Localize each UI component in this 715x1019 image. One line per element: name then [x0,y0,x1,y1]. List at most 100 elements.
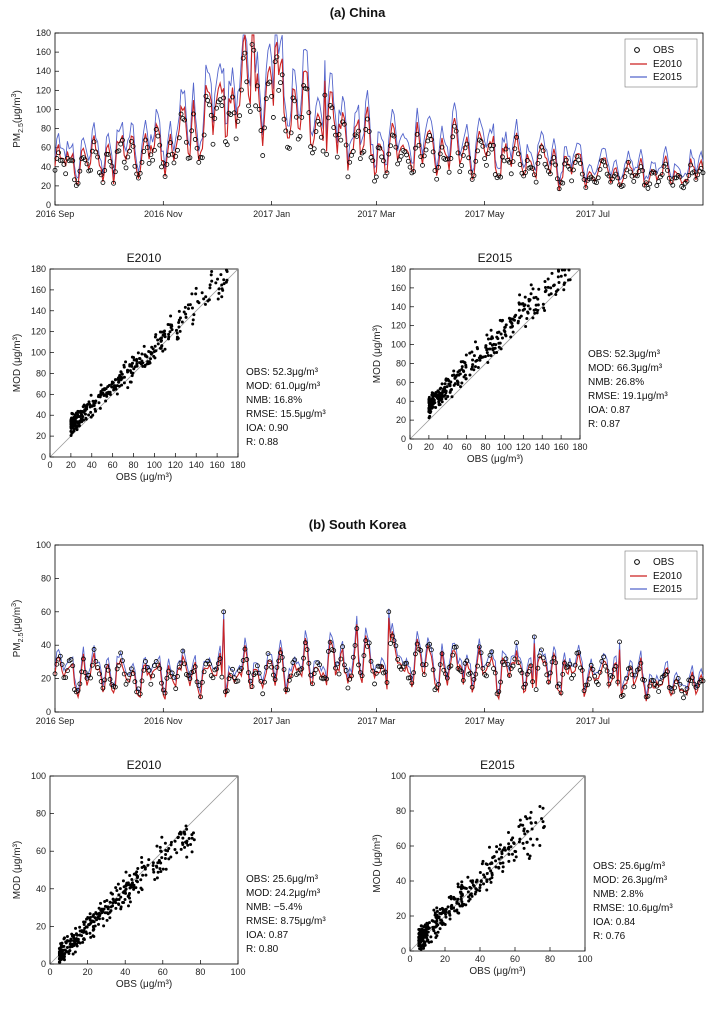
scatter-point [194,292,198,296]
scatter-point [155,844,159,848]
scatter-point [160,344,164,348]
obs-point [468,670,473,676]
scatter-point [68,945,72,949]
scatter-point [58,950,62,954]
obs-point [70,663,76,669]
obs-point [105,152,111,157]
scatter-point [117,380,121,384]
obs-point [341,662,347,668]
obs-point [645,693,651,699]
scatter-point [180,320,184,324]
scatter-point [191,831,195,835]
scatter-point [87,400,91,404]
obs-point [626,159,631,165]
obs-point [677,174,683,180]
obs-point [652,170,658,176]
scatter-point [499,347,503,351]
obs-point [597,669,603,675]
y-tick-label: 80 [36,809,46,819]
x-tick-label: 140 [535,442,550,452]
obs-point [443,671,448,677]
obs-point [100,180,106,185]
obs-point [313,129,319,134]
obs-point [93,149,99,155]
scatter-point [453,376,457,380]
scatter-point [509,335,513,339]
scatter-point [140,866,144,870]
scatter-point [83,920,87,924]
scatter-point [475,358,479,362]
scatter-point [121,900,125,904]
obs-point [475,663,480,669]
obs-point [120,137,125,143]
obs-point [345,174,351,180]
scatter-point [445,385,449,389]
scatter-title: E2015 [478,251,513,265]
obs-point [539,144,544,150]
scatter-point [72,427,76,431]
obs-point [475,148,480,154]
scatter-point [509,845,513,849]
obs-point [137,691,143,697]
obs-point [377,664,383,670]
obs-point [112,169,118,175]
obs-point [491,666,496,672]
obs-point [150,673,156,679]
scatter-point [70,431,74,435]
scatter-point [462,902,466,906]
scatter-point [97,922,101,926]
scatter-point [57,960,61,964]
scatter-point [167,857,171,861]
scatter-point [158,330,162,334]
obs-point [409,680,415,686]
scatter-point [130,374,134,378]
legend-e2010-label: E2010 [653,571,682,582]
scatter-point [175,331,179,335]
scatter-point [541,302,545,306]
scatter-point [460,880,464,884]
scatter-point [140,860,144,864]
scatter-point [163,329,167,333]
stat-nmb: NMB: 2.8% [593,889,644,900]
obs-point [397,157,402,163]
scatter-point [533,311,537,315]
obs-point [292,98,298,104]
scatter-point [156,338,160,342]
scatter-point [542,826,546,830]
x-tick-label: 180 [230,460,245,470]
scatter-point [91,934,95,938]
obs-point [405,675,411,681]
scatter-point [222,282,226,286]
obs-point [636,666,642,672]
obs-point [638,660,644,666]
obs-point [256,670,262,676]
x-tick-label: 80 [481,442,491,452]
scatter-point [486,360,490,364]
scatter-point [89,415,93,419]
scatter-point [478,883,482,887]
scatter-point [154,333,158,337]
obs-point [267,79,273,85]
obs-point [459,163,464,168]
obs-point [515,660,521,666]
scatter-point [495,845,499,849]
scatter-point [514,855,518,859]
scatter-point [221,288,225,292]
obs-point [340,644,346,650]
scatter-point [200,291,204,295]
legend-box [624,38,698,88]
scatter-point [97,917,101,921]
obs-point [471,173,477,179]
scatter-title: E2010 [127,758,162,772]
scatter-point [167,337,171,341]
scatter-point [98,912,102,916]
scatter-point [510,852,514,856]
obs-point [306,660,312,666]
scatter-point [464,353,468,357]
obs-point [240,55,246,61]
stat-rmse: RMSE: 15.5μg/m³ [246,409,326,420]
scatter-point [114,906,118,910]
scatter-point [442,394,446,398]
y-tick-label: 160 [31,285,46,295]
scatter-point [433,925,437,929]
